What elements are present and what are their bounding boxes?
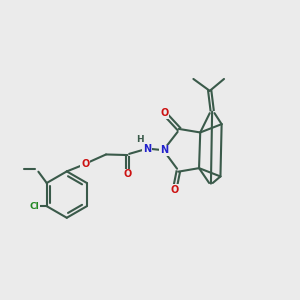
Text: N: N [160,145,168,155]
Text: H: H [136,134,144,143]
Text: O: O [170,184,179,194]
Text: O: O [123,169,131,179]
Text: O: O [81,159,89,169]
Text: O: O [160,108,169,118]
Text: N: N [143,143,151,154]
Text: Cl: Cl [29,202,39,211]
